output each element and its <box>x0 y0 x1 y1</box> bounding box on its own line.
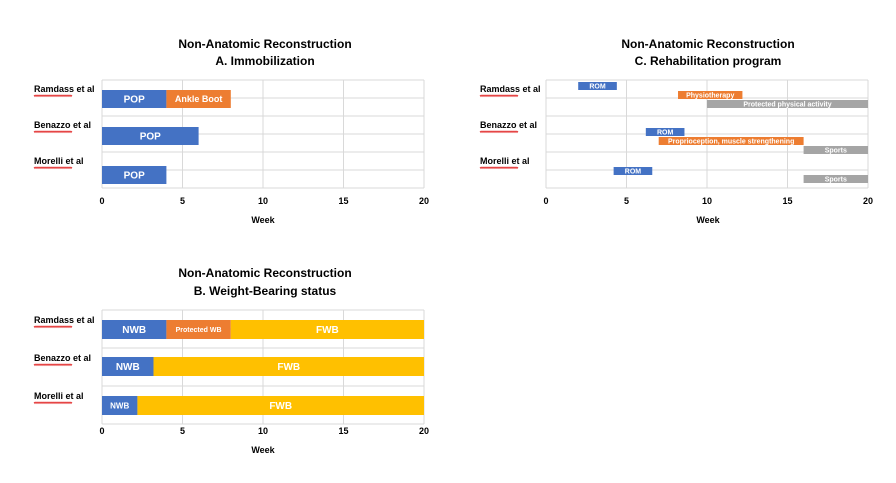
category-label-benazzo-et-al: Benazzo et al <box>34 120 91 130</box>
panel-c-title-line2: C. Rehabilitation program <box>635 54 782 68</box>
bar-label-protected-wb: Protected WB <box>176 327 222 334</box>
panel-a-title-line2: A. Immobilization <box>215 54 314 68</box>
bar-ramdass-et-al-rom <box>578 82 617 90</box>
bar-benazzo-et-al-proprioception-muscle-strengthening <box>658 137 804 145</box>
category-label-ramdass-et-al: Ramdass et al <box>34 315 95 325</box>
x-tick-label: 5 <box>624 196 629 206</box>
panel-a-plot: 0 5 10 15 20 Ramdass et al Benazzo et al Morell… <box>33 79 429 206</box>
bar-label-pop: POP <box>124 95 145 106</box>
spellcheck-underline <box>33 401 73 405</box>
bar-benazzo-et-al-pop <box>102 127 199 145</box>
bar-ramdass-et-al-ankle-boot <box>166 90 231 108</box>
x-tick-label: 0 <box>99 196 104 206</box>
bar-benazzo-et-al-sports <box>803 146 868 154</box>
category-label-ramdass-et-al: Ramdass et al <box>34 84 95 94</box>
bar-ramdass-et-al-pop <box>102 90 167 108</box>
x-tick-label: 0 <box>543 196 548 206</box>
spellcheck-underline <box>33 325 73 329</box>
panel-a-xlabel: Week <box>251 215 275 225</box>
bar-label-fwb: FWB <box>269 401 292 412</box>
bar-morelli-et-al-rom <box>613 167 653 175</box>
bar-benazzo-et-al-nwb <box>102 357 154 376</box>
bar-label-rom: ROM <box>657 130 674 137</box>
bar-benazzo-et-al-fwb <box>153 357 424 376</box>
bar-label-fwb: FWB <box>316 325 339 336</box>
spellcheck-underline <box>479 94 519 98</box>
bar-ramdass-et-al-nwb <box>102 320 167 339</box>
x-tick-label: 5 <box>180 196 185 206</box>
bar-label-pop: POP <box>124 171 145 182</box>
panel-b-xlabel: Week <box>251 445 275 455</box>
category-label-ramdass-et-al: Ramdass et al <box>480 84 541 94</box>
panel-c-title-line1: Non-Anatomic Reconstruction <box>621 37 794 51</box>
bar-label-nwb: NWB <box>122 325 146 336</box>
panel-b-title-line2: B. Weight-Bearing status <box>194 284 337 298</box>
category-label-morelli-et-al: Morelli et al <box>34 156 84 166</box>
bar-label-ankle-boot: Ankle Boot <box>175 94 223 104</box>
x-tick-label: 5 <box>180 426 185 436</box>
bar-label-sports: Sports <box>825 148 847 155</box>
bar-ramdass-et-al-protected-physical-activity <box>707 100 868 108</box>
bar-label-nwb: NWB <box>110 401 129 410</box>
x-tick-label: 10 <box>258 196 268 206</box>
x-tick-label: 10 <box>258 426 268 436</box>
spellcheck-underline <box>33 166 73 170</box>
panel-b-plot: 0 5 10 15 20 Ramdass et al Benazzo et al Morell… <box>33 309 429 436</box>
panel-c-plot: 0 5 10 15 20 Ramdass et al Benazzo et al Morell… <box>479 79 873 206</box>
x-tick-label: 15 <box>338 196 348 206</box>
panel-b-title-line1: Non-Anatomic Reconstruction <box>178 266 351 280</box>
x-tick-label: 15 <box>782 196 792 206</box>
x-tick-label: 20 <box>419 196 429 206</box>
category-label-benazzo-et-al: Benazzo et al <box>34 353 91 363</box>
spellcheck-underline <box>33 363 73 367</box>
bar-morelli-et-al-fwb <box>137 396 425 415</box>
bar-benazzo-et-al-rom <box>645 128 685 136</box>
spellcheck-underline <box>33 130 73 134</box>
panel-c-xlabel: Week <box>696 215 720 225</box>
x-tick-label: 20 <box>419 426 429 436</box>
panel-b: Non-Anatomic Reconstruction B. Weight-Be… <box>33 266 429 455</box>
panel-a-title-line1: Non-Anatomic Reconstruction <box>178 37 351 51</box>
panel-c: Non-Anatomic Reconstruction C. Rehabilit… <box>479 37 873 225</box>
spellcheck-underline <box>33 94 73 98</box>
spellcheck-underline <box>479 130 519 134</box>
bar-morelli-et-al-sports <box>803 175 868 183</box>
bar-label-physiotherapy: Physiotherapy <box>686 93 734 100</box>
x-tick-label: 10 <box>702 196 712 206</box>
x-tick-label: 20 <box>863 196 873 206</box>
category-label-morelli-et-al: Morelli et al <box>480 156 530 166</box>
bar-label-rom: ROM <box>589 84 606 91</box>
bar-label-pop: POP <box>140 132 161 143</box>
spellcheck-underline <box>479 166 519 170</box>
bar-label-proprioception-muscle-strengthening: Proprioception, muscle strengthening <box>668 139 794 146</box>
x-tick-label: 0 <box>99 426 104 436</box>
category-label-benazzo-et-al: Benazzo et al <box>480 120 537 130</box>
bar-label-protected-physical-activity: Protected physical activity <box>743 102 831 109</box>
bar-ramdass-et-al-protected-wb <box>166 320 231 339</box>
panel-a: Non-Anatomic Reconstruction A. Immobiliz… <box>33 37 429 225</box>
bar-morelli-et-al-pop <box>102 166 167 184</box>
category-label-morelli-et-al: Morelli et al <box>34 391 84 401</box>
bar-morelli-et-al-nwb <box>102 396 138 415</box>
bar-label-nwb: NWB <box>116 362 140 373</box>
bar-label-rom: ROM <box>625 169 642 176</box>
bar-ramdass-et-al-fwb <box>230 320 424 339</box>
x-tick-label: 15 <box>338 426 348 436</box>
bar-label-fwb: FWB <box>277 362 300 373</box>
bar-ramdass-et-al-physiotherapy <box>678 91 743 99</box>
bar-label-sports: Sports <box>825 177 847 184</box>
